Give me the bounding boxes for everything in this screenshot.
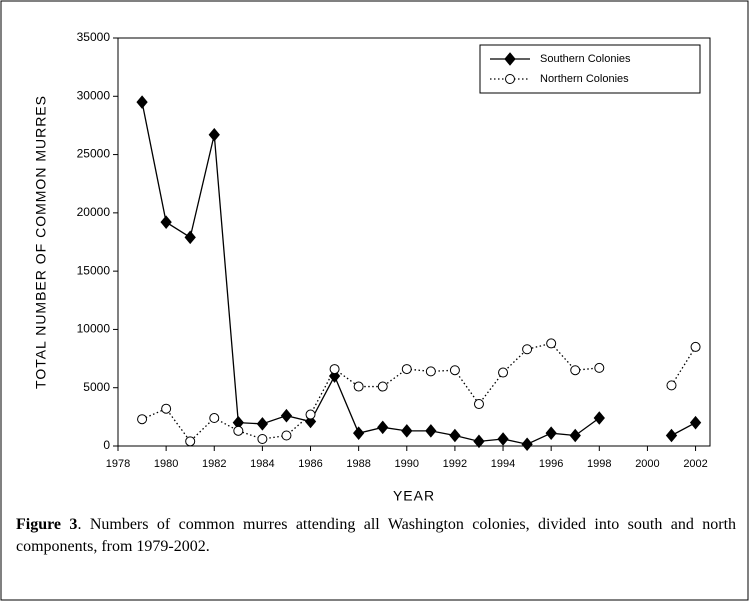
data-point — [449, 428, 461, 443]
data-point — [161, 403, 172, 414]
x-tick-label: 1982 — [202, 458, 226, 470]
data-point — [185, 436, 196, 447]
data-point — [208, 127, 220, 142]
x-axis-label: YEAR — [393, 488, 435, 504]
series-line — [141, 101, 696, 445]
data-point — [498, 367, 509, 378]
y-tick-label: 35000 — [77, 30, 111, 44]
x-tick-label: 1980 — [154, 458, 178, 470]
x-tick-label: 1986 — [298, 458, 322, 470]
data-point — [377, 420, 389, 435]
data-point — [377, 381, 388, 392]
data-point — [593, 411, 605, 425]
data-point — [521, 437, 533, 452]
x-tick-label: 1978 — [106, 458, 130, 470]
data-point — [305, 409, 316, 420]
data-point — [497, 432, 509, 446]
data-point — [136, 95, 148, 109]
y-tick-label: 20000 — [77, 205, 111, 219]
x-tick-label: 1988 — [346, 458, 370, 470]
y-axis-label: TOTAL NUMBER OF COMMON MURRES — [33, 95, 49, 389]
plot-area — [117, 37, 711, 447]
data-point — [690, 341, 701, 352]
data-point — [689, 415, 702, 430]
y-tick-label: 25000 — [77, 147, 111, 161]
y-tick-label: 10000 — [77, 322, 111, 336]
data-point — [545, 426, 557, 440]
data-point — [666, 380, 677, 391]
data-point — [569, 428, 581, 443]
legend-label: Southern Colonies — [540, 53, 631, 65]
data-point — [233, 425, 244, 436]
data-point — [401, 364, 412, 375]
y-tick-label: 5000 — [83, 380, 110, 394]
x-tick-label: 2000 — [635, 458, 659, 470]
y-tick-label: 15000 — [77, 263, 111, 277]
legend-box — [479, 44, 701, 94]
x-tick-label: 2002 — [683, 458, 707, 470]
x-tick-label: 1990 — [395, 458, 419, 470]
data-point — [546, 338, 557, 349]
series-line — [141, 342, 697, 443]
x-tick-label: 1992 — [443, 458, 467, 470]
data-point — [184, 230, 196, 245]
caption-label: Figure 3 — [16, 516, 78, 533]
data-point — [352, 426, 365, 440]
data-point — [257, 434, 268, 445]
data-point — [160, 215, 172, 229]
data-point — [522, 344, 533, 355]
x-tick-label: 1984 — [250, 458, 274, 470]
data-point — [425, 366, 436, 377]
data-point — [137, 414, 148, 425]
data-point — [401, 424, 413, 438]
data-point — [449, 365, 460, 376]
x-tick-label: 1998 — [587, 458, 611, 470]
data-point — [570, 365, 581, 376]
data-point — [256, 417, 269, 431]
x-tick-label: 1996 — [539, 458, 563, 470]
data-point — [353, 381, 364, 392]
data-point — [665, 428, 678, 443]
legend-marker — [504, 52, 516, 66]
y-tick-label: 0 — [103, 438, 110, 452]
y-tick-label: 30000 — [77, 88, 111, 102]
data-point — [473, 399, 484, 410]
caption-text: . Numbers of common murres attending all… — [16, 516, 737, 555]
data-point — [209, 413, 220, 424]
data-point — [329, 364, 340, 375]
data-point — [280, 408, 293, 423]
data-point — [425, 424, 437, 438]
x-tick-label: 1994 — [491, 458, 515, 470]
legend-marker — [505, 74, 515, 84]
data-point — [281, 430, 292, 441]
caption: Figure 3. Numbers of common murres atten… — [16, 514, 736, 558]
legend-label: Northern Colonies — [540, 73, 629, 85]
data-point — [473, 434, 485, 449]
data-point — [594, 362, 605, 373]
